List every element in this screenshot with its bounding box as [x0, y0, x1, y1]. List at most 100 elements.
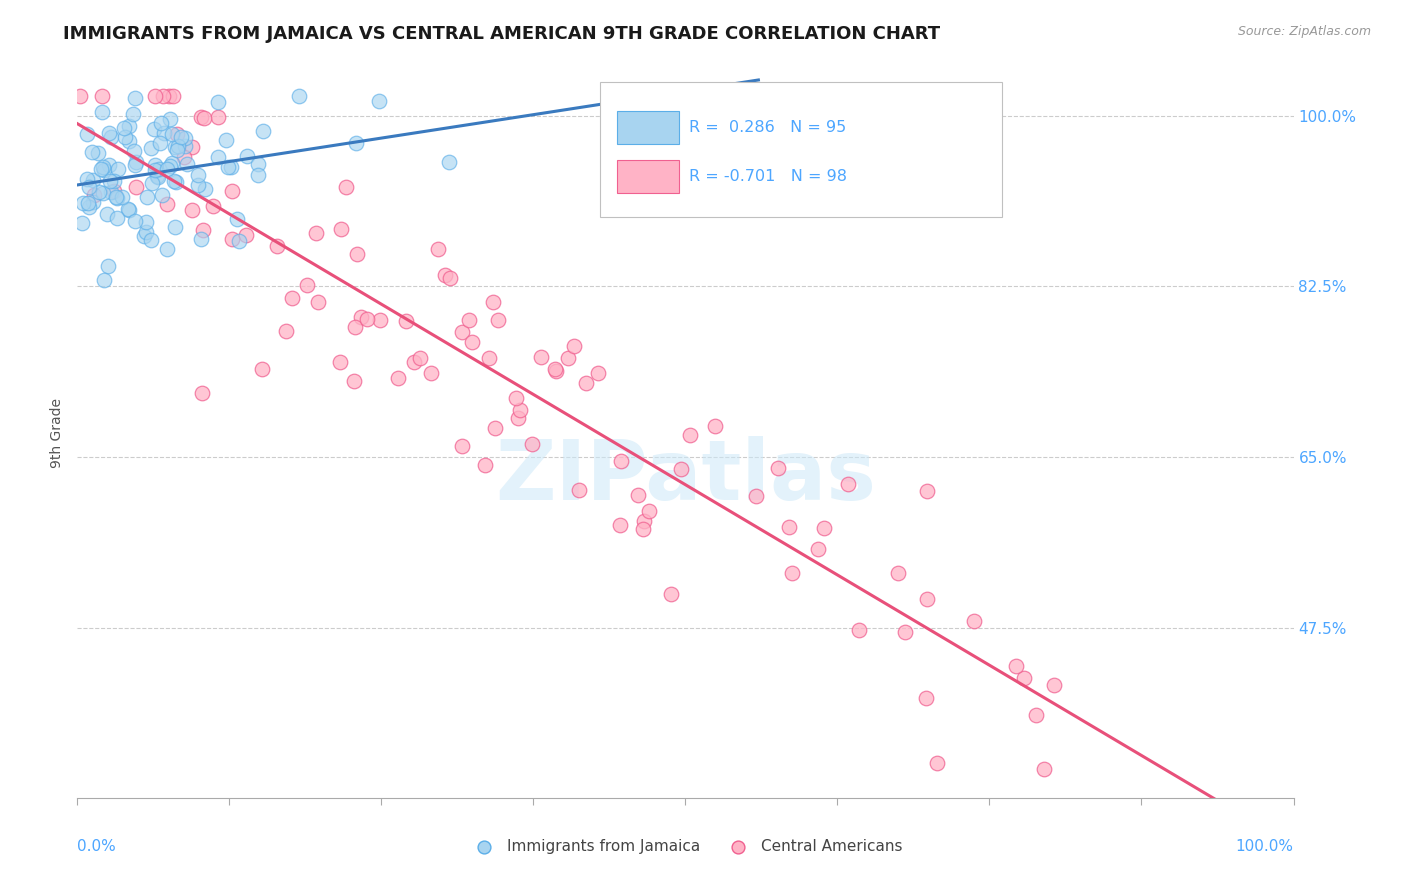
Point	[637, 504, 659, 518]
Point	[69, 89, 91, 103]
Point	[887, 566, 910, 580]
Point	[215, 132, 238, 146]
Point	[187, 169, 209, 183]
Point	[143, 122, 166, 136]
Point	[118, 203, 141, 218]
Point	[187, 178, 209, 192]
Point	[484, 421, 506, 435]
Point	[562, 339, 585, 353]
Point	[419, 366, 441, 380]
Point	[219, 160, 242, 174]
Point	[246, 156, 269, 170]
Point	[149, 136, 172, 150]
Point	[135, 190, 157, 204]
Point	[627, 488, 650, 502]
Legend: Immigrants from Jamaica, Central Americans: Immigrants from Jamaica, Central America…	[463, 833, 908, 860]
Point	[148, 169, 170, 184]
Point	[77, 195, 100, 210]
Point	[97, 259, 120, 273]
Point	[156, 196, 179, 211]
Point	[963, 614, 986, 628]
Point	[307, 294, 329, 309]
Point	[160, 156, 183, 170]
Point	[194, 182, 217, 196]
Point	[520, 437, 543, 451]
FancyBboxPatch shape	[600, 81, 1001, 217]
Point	[191, 386, 214, 401]
Point	[368, 313, 391, 327]
Point	[72, 195, 94, 210]
Point	[780, 566, 803, 580]
Point	[83, 188, 105, 202]
Point	[159, 159, 181, 173]
Point	[704, 418, 727, 433]
Point	[346, 247, 368, 261]
Point	[1025, 708, 1047, 723]
Point	[118, 119, 141, 133]
Point	[439, 270, 461, 285]
Point	[633, 514, 655, 528]
Point	[165, 220, 187, 235]
Point	[146, 169, 169, 183]
Point	[91, 105, 114, 120]
Point	[96, 206, 118, 220]
Point	[460, 334, 482, 349]
Point	[557, 351, 579, 366]
Point	[93, 163, 115, 178]
Point	[295, 277, 318, 292]
Point	[387, 371, 409, 385]
Point	[544, 364, 567, 378]
Point	[335, 180, 357, 194]
Point	[166, 143, 188, 157]
Point	[77, 179, 100, 194]
Point	[568, 483, 591, 498]
Point	[505, 392, 527, 406]
Point	[157, 89, 180, 103]
Point	[609, 518, 631, 533]
Point	[97, 126, 120, 140]
Point	[207, 95, 229, 110]
Point	[915, 483, 938, 498]
Point	[610, 453, 633, 467]
Point	[89, 162, 111, 177]
Point	[669, 462, 692, 476]
Point	[152, 89, 174, 103]
Point	[207, 111, 229, 125]
Point	[350, 310, 373, 325]
Point	[266, 239, 288, 253]
Point	[530, 350, 553, 364]
Point	[135, 225, 157, 239]
Point	[450, 325, 472, 339]
Point	[450, 439, 472, 453]
Point	[180, 140, 202, 154]
Point	[193, 112, 215, 126]
Text: R = -0.701   N = 98: R = -0.701 N = 98	[689, 169, 846, 184]
Point	[235, 149, 257, 163]
Point	[201, 199, 224, 213]
Point	[274, 324, 297, 338]
Point	[221, 232, 243, 246]
Point	[426, 242, 449, 256]
Point	[228, 234, 250, 248]
Point	[125, 179, 148, 194]
Point	[82, 172, 104, 186]
Point	[235, 227, 257, 242]
Point	[394, 314, 416, 328]
Point	[166, 127, 188, 141]
Point	[433, 268, 456, 283]
Text: Source: ZipAtlas.com: Source: ZipAtlas.com	[1237, 25, 1371, 38]
Point	[82, 145, 104, 159]
Point	[217, 160, 239, 174]
Point	[281, 291, 304, 305]
Point	[165, 139, 187, 153]
Point	[124, 214, 146, 228]
Point	[191, 223, 214, 237]
Point	[153, 126, 176, 140]
Point	[250, 362, 273, 376]
Point	[486, 313, 509, 327]
Point	[76, 127, 98, 141]
Point	[90, 89, 112, 103]
FancyBboxPatch shape	[617, 160, 679, 194]
Point	[207, 150, 229, 164]
Point	[894, 625, 917, 640]
